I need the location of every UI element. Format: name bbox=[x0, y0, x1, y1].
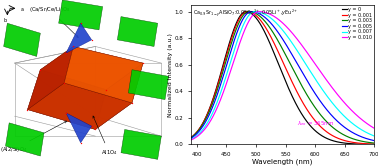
Text: Al1O$_4$: Al1O$_4$ bbox=[93, 116, 118, 157]
y = 0 bbox=[306, 122, 310, 124]
y = 0.007 bbox=[328, 99, 332, 101]
y = 0.005 bbox=[295, 63, 300, 65]
Polygon shape bbox=[66, 113, 91, 143]
y = 0.003 bbox=[200, 124, 204, 126]
Text: $\lambda_{ex}$ = 365nm: $\lambda_{ex}$ = 365nm bbox=[297, 119, 335, 128]
y = 0.001 bbox=[245, 11, 249, 13]
Line: y = 0.005: y = 0.005 bbox=[191, 12, 374, 141]
y = 0.007 bbox=[189, 139, 193, 141]
y = 0.001 bbox=[347, 141, 351, 143]
y = 0.010 bbox=[306, 53, 310, 55]
y = 0.001 bbox=[372, 143, 376, 145]
y = 0.003 bbox=[300, 86, 305, 88]
y = 0 bbox=[300, 114, 305, 116]
Polygon shape bbox=[128, 70, 169, 100]
y = 0.007 bbox=[300, 58, 305, 60]
y = 0 bbox=[328, 139, 332, 141]
y = 0.005 bbox=[328, 113, 332, 115]
Polygon shape bbox=[6, 123, 44, 156]
Legend: y = 0, y = 0.001, y = 0.003, y = 0.005, y = 0.007, y = 0.010: y = 0, y = 0.001, y = 0.003, y = 0.005, … bbox=[341, 6, 373, 40]
Y-axis label: Normalized Intensity (a.u.): Normalized Intensity (a.u.) bbox=[168, 33, 173, 117]
Text: (Al2/Si)O$_4$: (Al2/Si)O$_4$ bbox=[0, 121, 67, 154]
y = 0 bbox=[295, 106, 300, 108]
y = 0.007 bbox=[372, 135, 376, 137]
y = 0.007 bbox=[306, 67, 310, 69]
y = 0 bbox=[200, 124, 204, 125]
y = 0.007 bbox=[347, 120, 351, 122]
y = 0 bbox=[244, 11, 248, 13]
y = 0.003 bbox=[295, 77, 300, 79]
Polygon shape bbox=[121, 129, 161, 159]
y = 0.010 bbox=[372, 127, 376, 129]
Text: (Ca/Sr/Ce/Li)O$_8$: (Ca/Sr/Ce/Li)O$_8$ bbox=[29, 5, 78, 38]
y = 0 bbox=[372, 143, 376, 145]
y = 0 bbox=[347, 143, 351, 145]
Polygon shape bbox=[28, 46, 73, 110]
Polygon shape bbox=[59, 0, 103, 30]
y = 0.005 bbox=[300, 72, 305, 74]
Line: y = 0: y = 0 bbox=[191, 12, 374, 144]
y = 0 bbox=[189, 137, 193, 139]
Line: y = 0.007: y = 0.007 bbox=[191, 12, 374, 140]
Text: Ca$_{0.9}$Sr$_{1-y}$AlSiO$_7$:0.05Ce$^{3+}$,0.05Li$^+$,$y$Eu$^{2+}$: Ca$_{0.9}$Sr$_{1-y}$AlSiO$_7$:0.05Ce$^{3… bbox=[193, 8, 298, 19]
Polygon shape bbox=[28, 83, 132, 129]
Text: b: b bbox=[3, 18, 6, 23]
Line: y = 0.010: y = 0.010 bbox=[191, 12, 374, 140]
y = 0.010 bbox=[300, 45, 305, 47]
X-axis label: Wavelength (nm): Wavelength (nm) bbox=[253, 159, 313, 165]
y = 0.005 bbox=[306, 81, 310, 83]
y = 0.005 bbox=[372, 140, 376, 142]
y = 0.007 bbox=[253, 11, 257, 13]
Polygon shape bbox=[66, 23, 91, 53]
y = 0.005 bbox=[249, 11, 254, 13]
Polygon shape bbox=[95, 63, 143, 129]
y = 0.001 bbox=[328, 133, 332, 135]
y = 0.001 bbox=[200, 124, 204, 125]
y = 0.010 bbox=[200, 131, 204, 133]
Line: y = 0.001: y = 0.001 bbox=[191, 12, 374, 144]
y = 0.007 bbox=[295, 50, 300, 52]
y = 0.010 bbox=[257, 11, 261, 13]
y = 0.010 bbox=[328, 84, 332, 86]
y = 0.003 bbox=[328, 124, 332, 126]
Polygon shape bbox=[28, 70, 106, 129]
Polygon shape bbox=[4, 23, 40, 56]
y = 0.005 bbox=[189, 137, 193, 139]
y = 0.007 bbox=[200, 129, 204, 131]
Line: y = 0.003: y = 0.003 bbox=[191, 12, 374, 143]
Text: a: a bbox=[21, 7, 24, 12]
y = 0.001 bbox=[300, 101, 305, 103]
Polygon shape bbox=[64, 46, 143, 103]
y = 0.003 bbox=[189, 137, 193, 139]
y = 0.010 bbox=[295, 39, 300, 41]
y = 0.005 bbox=[347, 129, 351, 131]
Polygon shape bbox=[117, 17, 158, 46]
y = 0.001 bbox=[295, 92, 300, 94]
y = 0.010 bbox=[189, 139, 193, 141]
y = 0.010 bbox=[347, 107, 351, 109]
y = 0.003 bbox=[306, 95, 310, 97]
y = 0.003 bbox=[247, 11, 251, 13]
y = 0.003 bbox=[372, 142, 376, 144]
y = 0.005 bbox=[200, 126, 204, 128]
Polygon shape bbox=[40, 46, 143, 90]
y = 0.001 bbox=[306, 110, 310, 112]
y = 0.001 bbox=[189, 137, 193, 139]
y = 0.003 bbox=[347, 136, 351, 138]
